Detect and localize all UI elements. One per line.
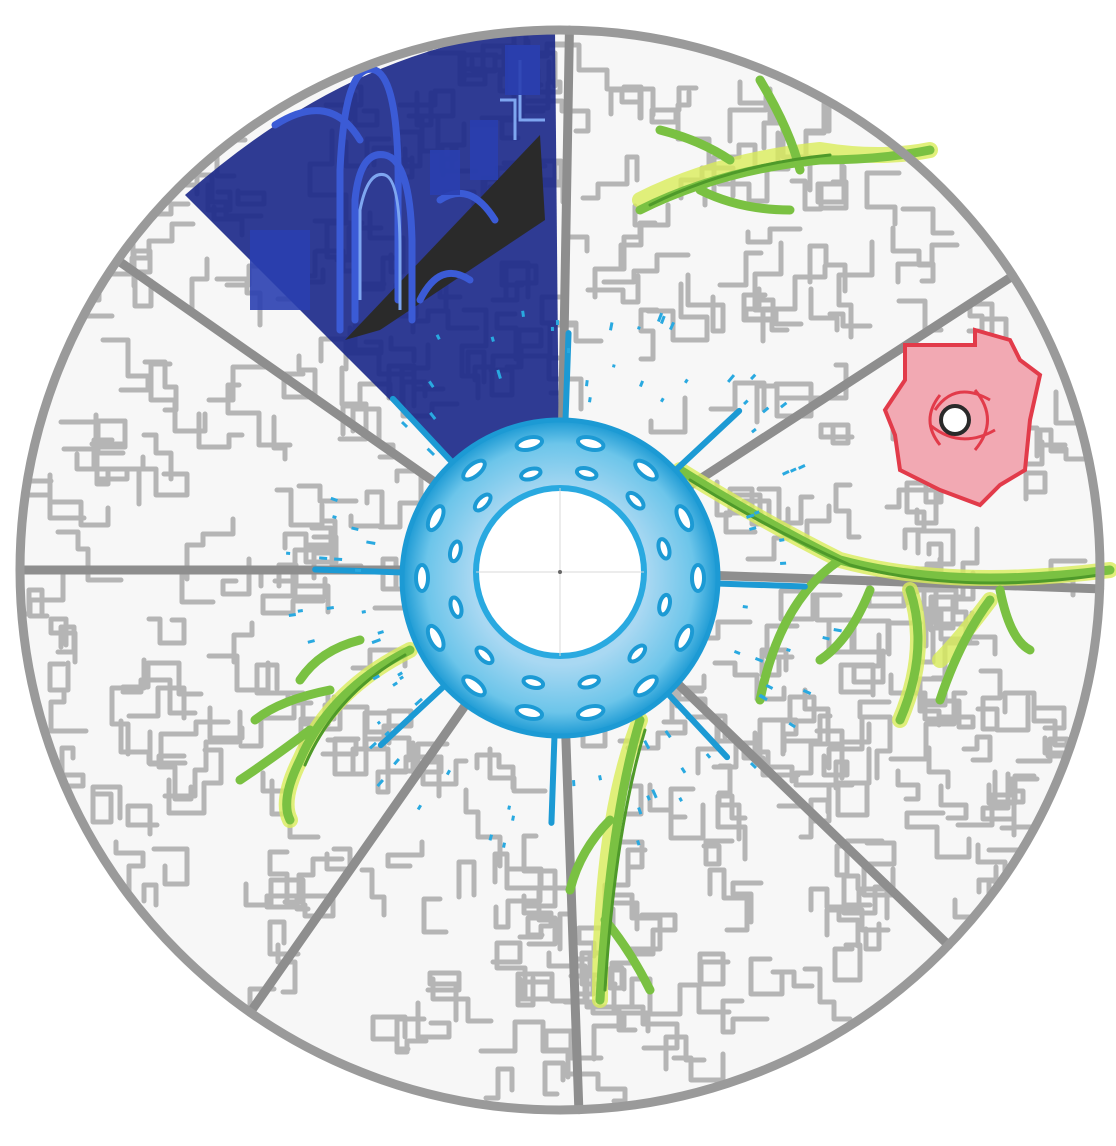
hub-spoke [666, 692, 731, 761]
sector-divider [663, 669, 953, 950]
sector-divider [560, 715, 584, 1115]
sector-divider [245, 688, 479, 1017]
hub-spoke [548, 734, 558, 826]
dark-sector [185, 30, 560, 570]
red-flower [882, 327, 1043, 508]
sector-divider [705, 570, 1105, 594]
hub-center-dot [558, 570, 562, 574]
sector-divider [681, 271, 1018, 493]
hub-spoke [674, 407, 743, 472]
sector-divider [113, 255, 442, 489]
hub-specks [286, 310, 842, 848]
hub-spoke [562, 330, 572, 422]
hub-holes [414, 434, 706, 722]
hub-spoke [716, 580, 808, 590]
green-vines [235, 75, 1116, 1008]
hub-spoke [389, 395, 454, 464]
disc-rim [15, 25, 1105, 1115]
sector-divider [558, 25, 574, 425]
hub-spoke [377, 684, 446, 749]
